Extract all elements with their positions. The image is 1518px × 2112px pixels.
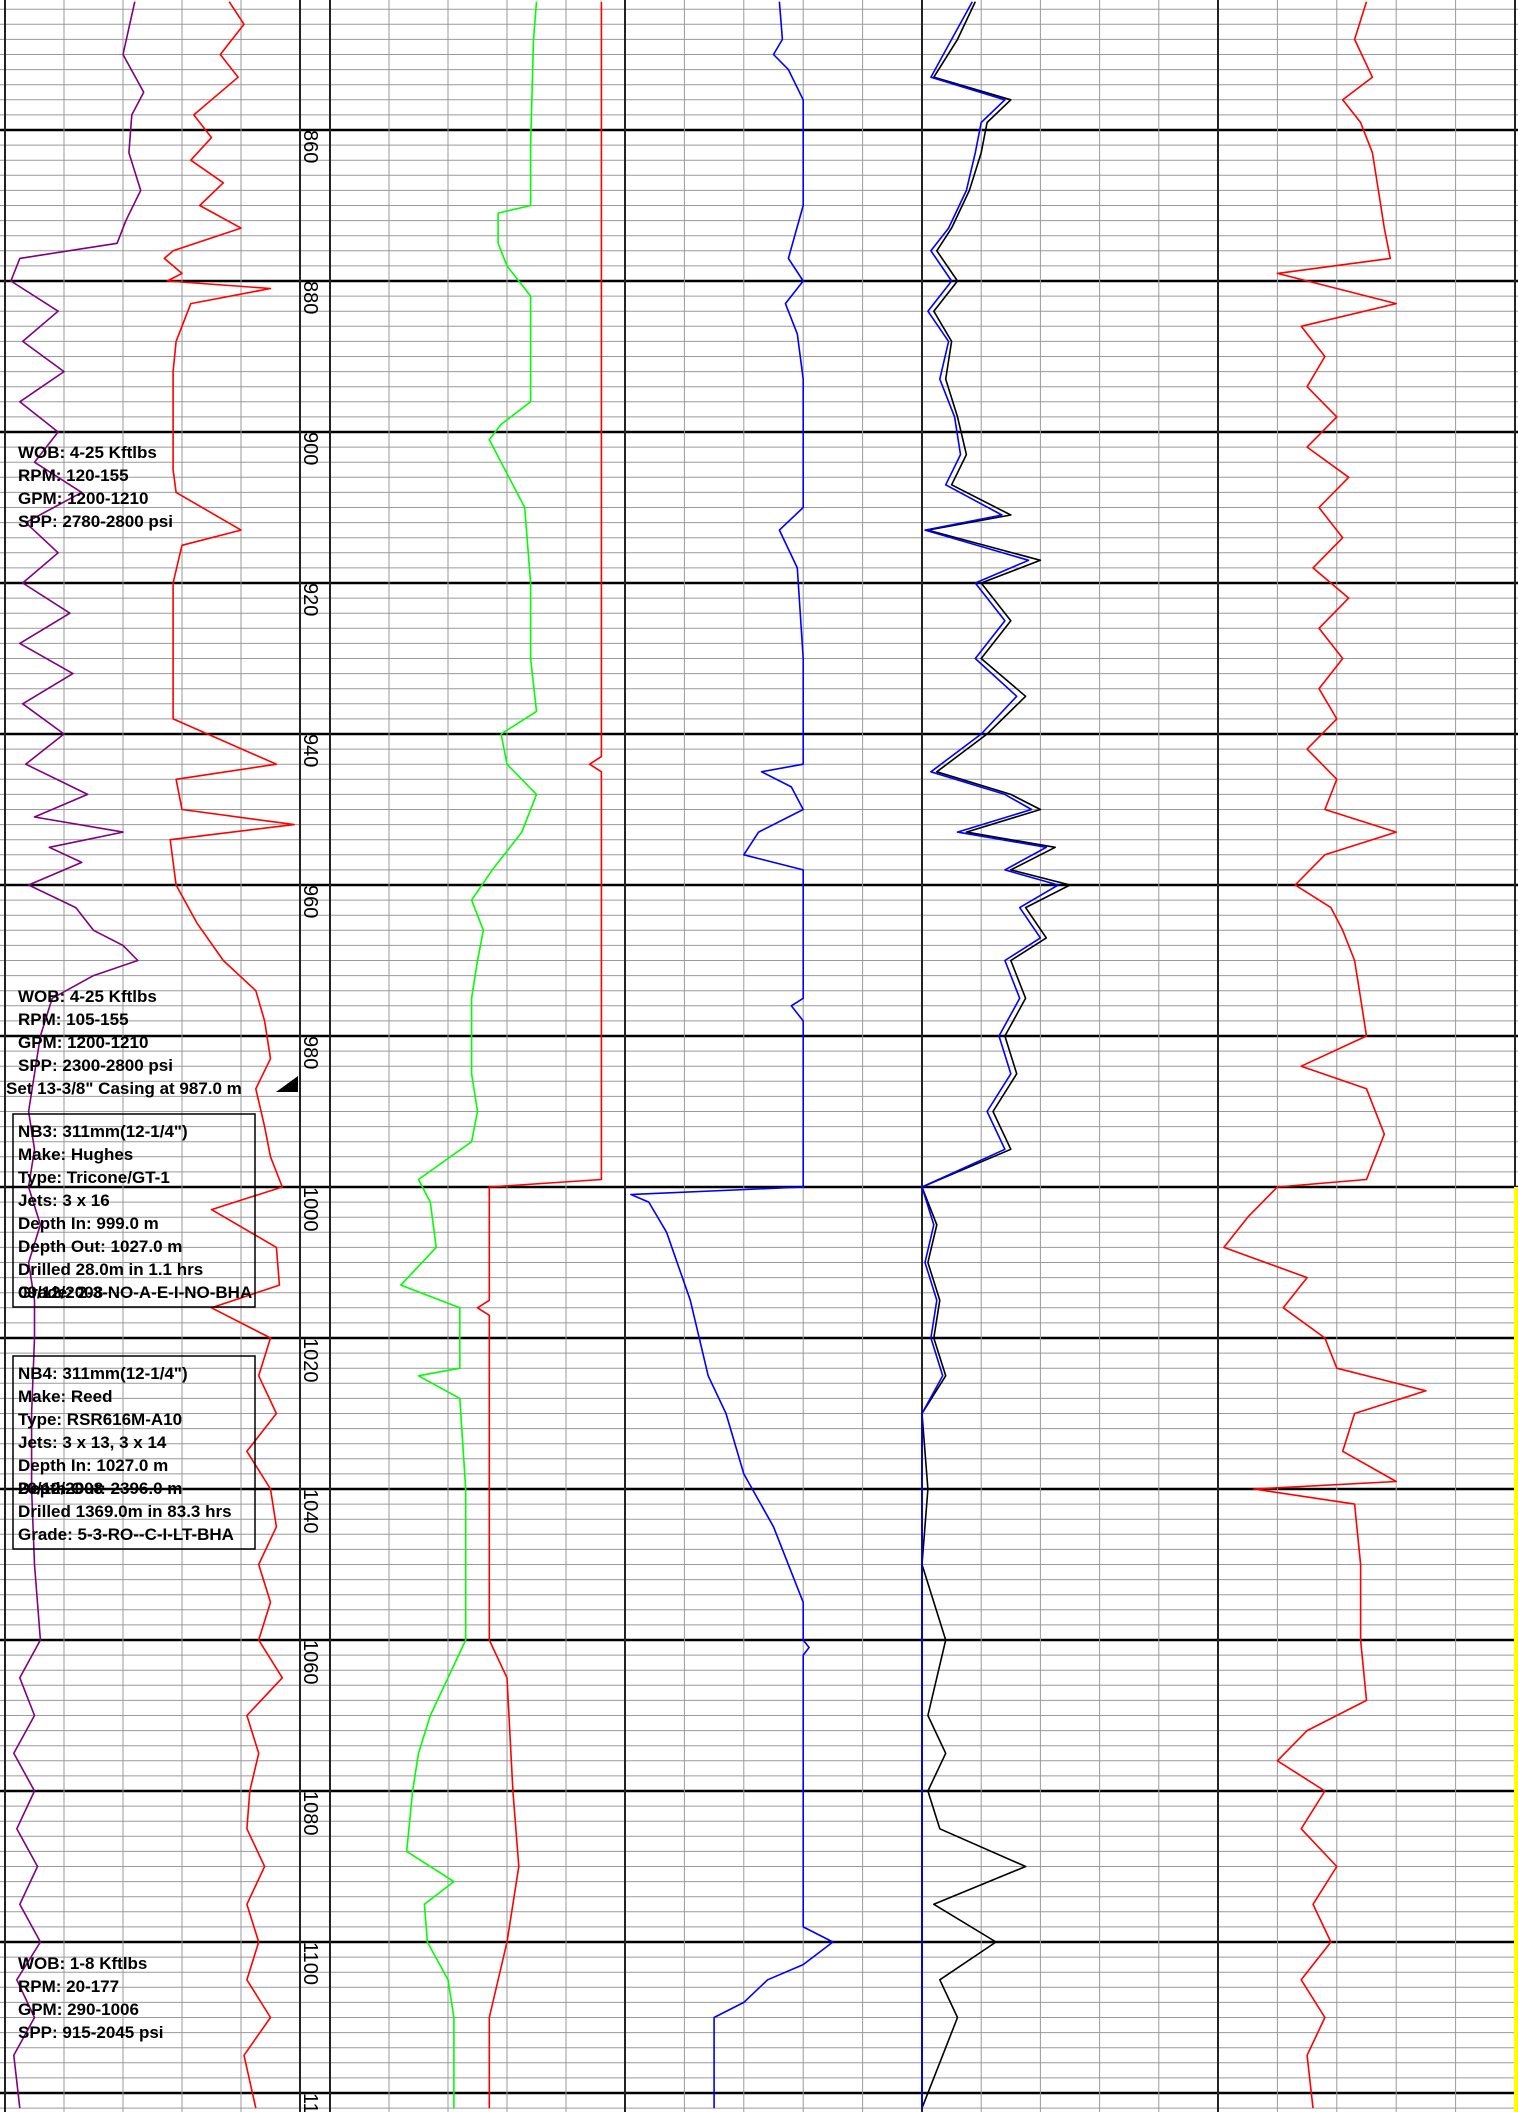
anno-line: WOB: 4-25 Kftlbs: [18, 443, 157, 462]
anno-line: GPM: 1200-1210: [18, 489, 148, 508]
log-curve-track2-3: [476, 1, 603, 2109]
anno-line: Depth In: 999.0 m: [18, 1214, 159, 1233]
anno-line: Make: Reed: [18, 1387, 112, 1406]
depth-tick-label: 960: [299, 885, 321, 918]
anno-line: Jets: 3 x 16: [18, 1191, 110, 1210]
anno-line: RPM: 120-155: [18, 466, 129, 485]
log-curve-track1-1: [163, 1, 295, 2109]
anno-line: Depth Out: 2396.0 m: [18, 1479, 182, 1498]
log-curve-track2-2: [399, 1, 538, 2109]
bit-record-nb4: NB4: 311mm(12-1/4") Make: Reed Type: RSR…: [12, 1355, 256, 1550]
anno-line: NB4: 311mm(12-1/4"): [18, 1364, 188, 1383]
depth-tick-label: 1000: [299, 1187, 321, 1232]
anno-line: Type: Tricone/GT-1: [18, 1168, 170, 1187]
anno-line: SPP: 915-2045 psi: [18, 2023, 164, 2042]
anno-line: Type: RSR616M-A10: [18, 1410, 182, 1429]
depth-axis: 860 880 900 920 940 960 980 1000 1020 1040 1060 108…: [299, 130, 321, 2112]
log-curve-track5-7: [1223, 1, 1427, 2109]
depth-tick-label: 920: [299, 583, 321, 616]
depth-tick-label: 900: [299, 432, 321, 465]
bit-record-box: [12, 1113, 256, 1308]
anno-line: RPM: 105-155: [18, 1010, 129, 1029]
drilling-params-3: WOB: 1-8 Kftlbs RPM: 20-177 GPM: 290-100…: [18, 1954, 164, 2042]
depth-tick-label: 1060: [299, 1640, 321, 1685]
log-curve-track1-0: [10, 1, 145, 2109]
anno-line: SPP: 2300-2800 psi: [18, 1056, 173, 1075]
anno-line: Grade: 2-3-NO-A-E-I-NO-BHA: [18, 1283, 252, 1302]
depth-tick-label: 1080: [299, 1791, 321, 1836]
depth-tick-label: 860: [299, 130, 321, 163]
depth-tick-label: 1100: [299, 1942, 321, 1985]
depth-tick-label: 880: [299, 281, 321, 314]
anno-line: GPM: 1200-1210: [18, 1033, 148, 1052]
anno-line: Make: Hughes: [18, 1145, 133, 1164]
bit-date: 20/12/2008: [18, 1479, 103, 1498]
anno-line: Depth Out: 1027.0 m: [18, 1237, 182, 1256]
right-edge-highlight: [1514, 1187, 1518, 2112]
anno-line: WOB: 1-8 Kftlbs: [18, 1954, 147, 1973]
anno-line: Drilled 1369.0m in 83.3 hrs: [18, 1502, 232, 1521]
log-curve-track4-6: [921, 1, 1059, 2109]
log-curve-track3-4: [630, 1, 834, 2109]
casing-shoe-marker: [276, 1076, 298, 1092]
log-curve-track4-5: [921, 1, 1071, 2109]
anno-line: WOB: 4-25 Kftlbs: [18, 987, 157, 1006]
anno-line: Grade: 5-3-RO--C-I-LT-BHA: [18, 1525, 234, 1544]
bit-date: 09/12/2008: [18, 1283, 103, 1302]
anno-line: Depth In: 1027.0 m: [18, 1456, 168, 1475]
anno-line: NB3: 311mm(12-1/4"): [18, 1122, 188, 1141]
anno-line: RPM: 20-177: [18, 1977, 119, 1996]
depth-tick-label: 940: [299, 734, 321, 767]
depth-tick-label: 1020: [299, 1338, 321, 1383]
depth-tick-label: 1040: [299, 1489, 321, 1534]
drilling-params-2: WOB: 4-25 Kftlbs RPM: 105-155 GPM: 1200-…: [18, 987, 173, 1075]
depth-tick-label: 1120: [299, 2093, 321, 2112]
casing-annotation: Set 13-3/8" Casing at 987.0 m: [6, 1079, 242, 1098]
anno-line: SPP: 2780-2800 psi: [18, 512, 173, 531]
anno-line: Jets: 3 x 13, 3 x 14: [18, 1433, 167, 1452]
anno-line: Drilled 28.0m in 1.1 hrs: [18, 1260, 203, 1279]
bit-record-nb3: NB3: 311mm(12-1/4") Make: Hughes Type: T…: [12, 1113, 256, 1308]
bit-record-box: [12, 1355, 256, 1550]
depth-tick-label: 980: [299, 1036, 321, 1069]
anno-line: GPM: 290-1006: [18, 2000, 139, 2019]
drilling-params-1: WOB: 4-25 Kftlbs RPM: 120-155 GPM: 1200-…: [18, 443, 173, 531]
log-curves: [10, 1, 1427, 2109]
